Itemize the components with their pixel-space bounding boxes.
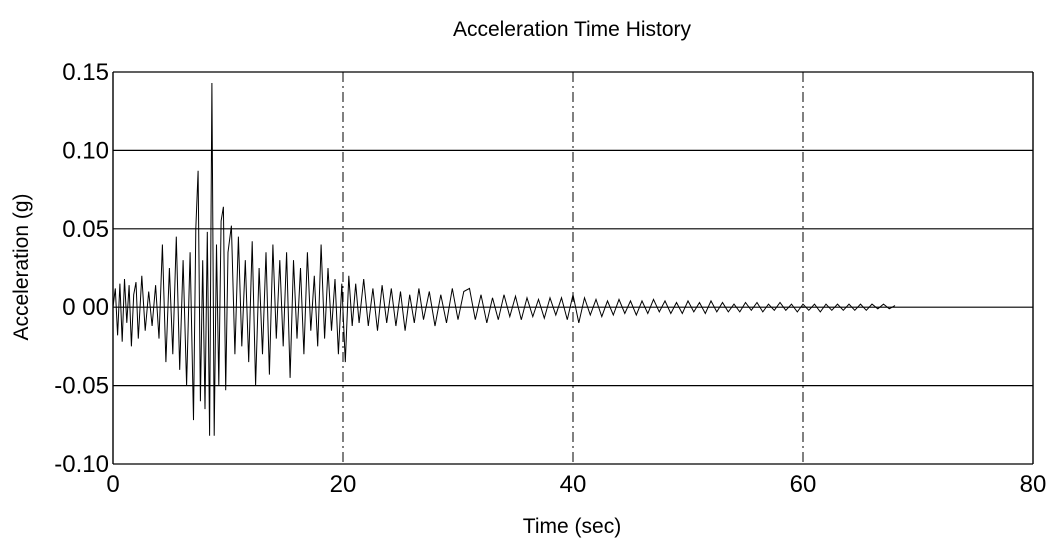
- chart-title: Acceleration Time History: [453, 18, 692, 41]
- grid-layer: [113, 71, 1033, 465]
- x-tick-label: 40: [560, 471, 587, 498]
- x-tick-label: 60: [790, 471, 817, 498]
- y-axis-label: Acceleration (g): [10, 193, 33, 340]
- series-line-0: [112, 82, 896, 436]
- y-tick-label: 0.10: [62, 137, 109, 164]
- x-tick-label: 80: [1020, 471, 1047, 498]
- x-tick-label: 20: [330, 471, 357, 498]
- y-tick-label: -0.05: [54, 373, 109, 400]
- series-layer: [112, 82, 896, 436]
- y-tick-label: 0.05: [62, 216, 109, 243]
- y-tick-label: 0.15: [62, 59, 109, 86]
- y-tick-label: -0.10: [54, 451, 109, 478]
- tick-label-layer: -0.10 -0.05 0 00 0.05 0.10 0.15 0 20 40 60 80: [54, 59, 1046, 498]
- x-axis-label: Time (sec): [523, 515, 621, 538]
- axis-layer: [112, 72, 1034, 464]
- y-tick-label: 0 00: [62, 294, 109, 321]
- x-tick-label: 0: [106, 471, 119, 498]
